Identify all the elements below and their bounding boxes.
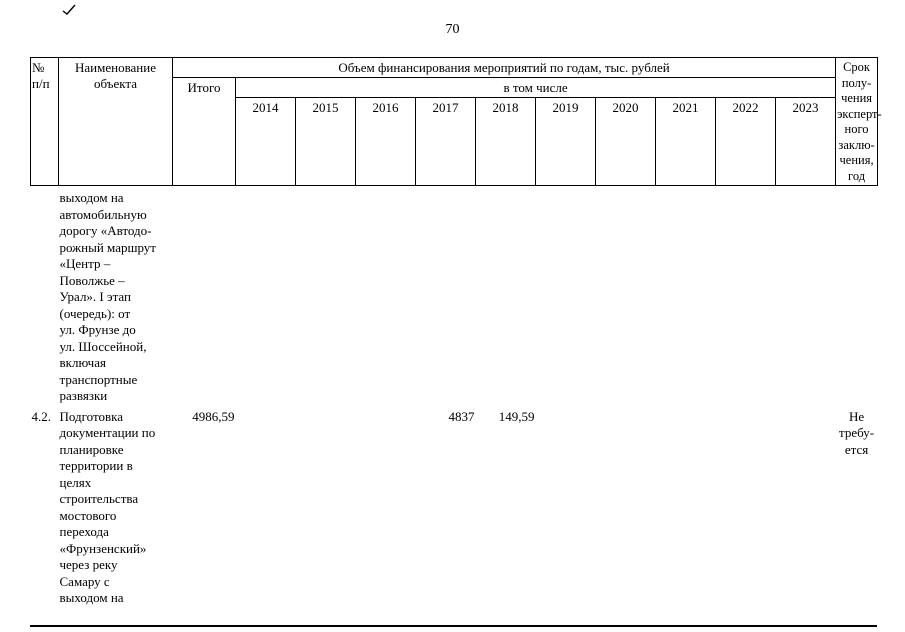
cell-2016 <box>356 186 416 405</box>
financing-table: № п/п Наименование объекта Объем финанси… <box>30 57 882 607</box>
header-year-2015: 2015 <box>295 97 356 186</box>
header-including: в том числе <box>234 77 837 98</box>
cell-2022 <box>716 405 776 607</box>
cell-2020 <box>596 186 656 405</box>
cell-2017: 4837 <box>448 408 475 424</box>
cell-2021 <box>656 186 716 405</box>
table-row-continuation: выходом на автомобильную дорогу «Автодо-… <box>31 186 878 405</box>
cell-term <box>836 186 878 405</box>
header-year-2021: 2021 <box>655 97 716 186</box>
header-financing-volume: Объем финансирования мероприятий по года… <box>171 57 837 78</box>
header-year-2020: 2020 <box>595 97 656 186</box>
header-year-2022: 2022 <box>715 97 776 186</box>
header-year-2018: 2018 <box>475 97 536 186</box>
header-col-object-name: Наименование объекта <box>58 57 173 186</box>
header-year-2016: 2016 <box>355 97 416 186</box>
cell-row-number: 4.2. <box>31 408 52 424</box>
cell-2017 <box>416 186 476 405</box>
scan-artifact-tick <box>62 4 76 15</box>
cell-2023 <box>776 186 836 405</box>
cell-total <box>173 186 236 405</box>
cell-total: 4986,59 <box>192 408 235 424</box>
header-col-number: № п/п <box>30 57 59 186</box>
cell-row-number <box>31 186 59 405</box>
cell-2018: 149,59 <box>498 408 535 424</box>
header-expert-conclusion-term: Срок полу- чения эксперт- ного заклю- че… <box>835 57 882 186</box>
header-year-2014: 2014 <box>235 97 296 186</box>
cell-object-name: выходом на автомобильную дорогу «Автодо-… <box>59 190 156 403</box>
cell-object-name: Подготовка документации по планировке те… <box>59 408 156 606</box>
header-total: Итого <box>172 77 236 186</box>
page-number: 70 <box>445 22 460 37</box>
page-bottom-rule <box>30 625 877 627</box>
cell-2015 <box>296 405 356 607</box>
cell-2020 <box>596 405 656 607</box>
cell-2016 <box>356 405 416 607</box>
cell-2021 <box>656 405 716 607</box>
cell-2014 <box>236 405 296 607</box>
table-row-4-2: 4.2. Подготовка документации по планиров… <box>31 405 878 607</box>
cell-2014 <box>236 186 296 405</box>
header-year-2019: 2019 <box>535 97 596 186</box>
cell-2018 <box>476 186 536 405</box>
cell-2019 <box>536 186 596 405</box>
cell-2015 <box>296 186 356 405</box>
header-year-2023: 2023 <box>774 97 837 186</box>
header-year-2017: 2017 <box>415 97 476 186</box>
cell-2022 <box>716 186 776 405</box>
cell-2019 <box>536 405 596 607</box>
cell-2023 <box>776 405 836 607</box>
cell-term: Не требу- ется <box>839 408 875 457</box>
